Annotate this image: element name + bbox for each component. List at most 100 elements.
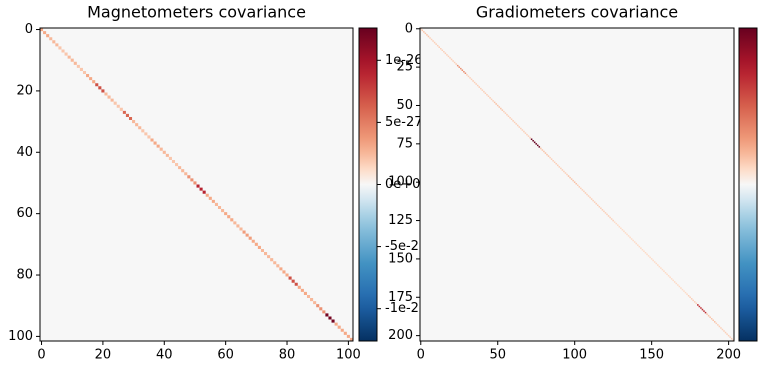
y-tick-label: 150 (388, 251, 413, 266)
diagonal-cells (420, 28, 430, 38)
diagonal-cells (104, 92, 114, 102)
diagonal-cells (76, 64, 87, 75)
diagonal-cells (316, 304, 326, 314)
diagonal-cells (715, 322, 725, 332)
diagonal-cells (669, 276, 679, 286)
diagonal-cells (512, 120, 522, 130)
diagonal-cells (279, 267, 289, 277)
diagonal-cells (233, 221, 243, 231)
y-tick-label: 60 (16, 206, 33, 221)
chart-title: Gradiometers covariance (476, 3, 678, 22)
diagonal-cells (493, 101, 504, 111)
y-tick-label: 100 (388, 175, 413, 190)
diagonal-cells (429, 37, 439, 47)
diagonal-cells (224, 212, 234, 222)
diagonal-cells (475, 83, 485, 93)
diagonal-cells (706, 313, 716, 323)
y-tick-label: 80 (16, 268, 33, 283)
diagonal-cells (724, 331, 734, 341)
diagonal-cells (113, 101, 123, 111)
diagonal-cells (141, 129, 151, 139)
y-tick-label: 200 (388, 328, 413, 343)
y-tick-label: 0 (25, 22, 33, 37)
diagonal-cells (334, 322, 344, 332)
diagonal-cells (260, 248, 271, 259)
diagonal-cells (558, 166, 568, 176)
diagonal-cells (325, 313, 335, 323)
diagonal-cells (586, 193, 596, 203)
diagonal-cells (251, 239, 261, 249)
x-tick-label: 150 (639, 348, 664, 363)
diagonal-cells (242, 230, 252, 240)
colorbar-tick-label: 0e+00 (385, 177, 429, 192)
diagonal-cells (86, 74, 96, 84)
diagonal-cells (484, 92, 494, 102)
diagonal-cells (678, 285, 688, 295)
diagonal-cells (132, 120, 142, 130)
diagonal-cells (447, 55, 457, 65)
diagonal-cells (40, 28, 50, 38)
diagonal-cells (67, 55, 77, 65)
diagonal-cells (122, 110, 133, 121)
x-tick-label: 200 (716, 348, 741, 363)
y-tick-label: 175 (388, 290, 413, 305)
colorbar-tick-label: 1e-26 (385, 53, 423, 68)
diagonal-cells (540, 147, 550, 157)
x-tick-label: 100 (336, 348, 361, 363)
diagonal-cells (697, 304, 707, 314)
diagonal-cells (58, 46, 68, 56)
y-tick-label: 0 (405, 21, 413, 36)
x-tick-label: 100 (562, 348, 587, 363)
axes-frame (419, 27, 735, 342)
diagonal-cells (178, 166, 188, 176)
y-tick-label: 75 (396, 136, 413, 151)
diagonal-cells (549, 156, 559, 167)
diagonal-cells (650, 258, 661, 268)
colorbar (358, 27, 378, 342)
diagonal-cells (306, 294, 317, 305)
diagonal-cells (343, 331, 353, 341)
colorbar-tick-label: 5e-27 (385, 115, 423, 130)
diagonal-cells (168, 156, 179, 167)
y-tick-label: 20 (16, 83, 33, 98)
diagonal-cells (632, 239, 642, 249)
diagonal-cells (530, 138, 541, 148)
diagonal-cells (187, 175, 197, 185)
diagonal-cells (521, 129, 531, 139)
x-tick-label: 40 (156, 348, 173, 363)
diagonal-cells (577, 184, 587, 194)
y-tick-label: 40 (16, 145, 33, 160)
diagonal-cells (456, 64, 467, 75)
colorbar-tick-label: -5e-27 (385, 239, 427, 254)
diagonal-cells (288, 276, 298, 286)
x-tick-label: 50 (489, 348, 506, 363)
diagonal-cells (95, 83, 105, 93)
axes-frame (39, 27, 354, 342)
diagonal-cells (595, 202, 605, 213)
diagonal-cells (660, 267, 670, 277)
diagonal-cells (214, 202, 225, 213)
diagonal-cells (205, 193, 215, 203)
diagonal-cells (623, 230, 633, 240)
x-tick-label: 0 (417, 348, 425, 363)
diagonal-cells (438, 46, 448, 56)
y-tick-label: 125 (388, 213, 413, 228)
diagonal-cells (687, 294, 698, 305)
diagonal-cells (270, 258, 280, 268)
diagonal-cells (604, 212, 614, 222)
colorbar-tick-label: -1e-26 (385, 301, 427, 316)
x-tick-label: 0 (37, 348, 45, 363)
diagonal-cells (49, 37, 59, 47)
x-tick-label: 80 (279, 348, 296, 363)
diagonal-cells (466, 74, 476, 84)
diagonal-cells (297, 285, 307, 295)
diagonal-cells (159, 147, 169, 157)
diagonal-cells (567, 175, 577, 185)
y-tick-label: 50 (396, 98, 413, 113)
y-tick-label: 100 (8, 329, 33, 344)
diagonal-cells (503, 110, 513, 121)
diagonal-cells (150, 138, 160, 148)
diagonal-cells (196, 184, 206, 194)
x-tick-label: 60 (217, 348, 234, 363)
